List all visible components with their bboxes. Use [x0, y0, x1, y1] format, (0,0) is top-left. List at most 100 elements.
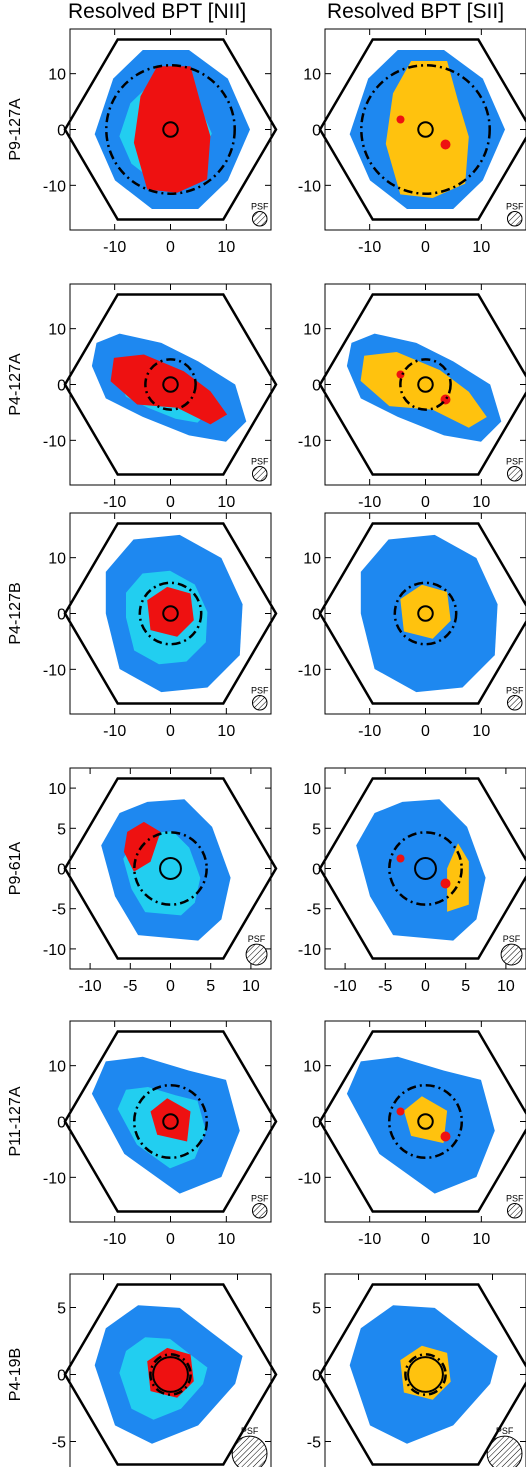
panel-2: -10 0 10 -10 0 10 PSF	[298, 28, 526, 256]
x-tick-label: 10	[217, 723, 235, 740]
hexagon-footprint	[63, 1283, 278, 1466]
x-tick-label: 10	[217, 239, 235, 256]
x-tick-label: 0	[421, 723, 430, 740]
psf-label: PSF	[496, 1426, 514, 1436]
x-tick-label: 0	[166, 723, 175, 740]
region-agn	[147, 586, 194, 637]
y-tick-label: 0	[312, 1115, 321, 1132]
y-tick-label: 0	[312, 862, 321, 879]
x-tick-label: -10	[358, 494, 381, 511]
y-tick-label: 0	[57, 123, 66, 140]
y-tick-label: -10	[298, 1170, 321, 1187]
x-tick-label: 10	[217, 1231, 235, 1248]
x-tick-label: -10	[103, 1231, 126, 1248]
x-tick-label: 10	[217, 494, 235, 511]
dashdot-circle	[360, 64, 491, 195]
y-tick-label: -5	[307, 902, 321, 919]
x-tick-label: -10	[358, 1231, 381, 1248]
hexagon-footprint	[63, 293, 278, 476]
y-tick-label: 0	[57, 378, 66, 395]
region-agn-spot	[440, 1131, 451, 1142]
psf-marker	[245, 943, 268, 966]
x-tick-label: 10	[472, 723, 490, 740]
region-agn	[133, 66, 211, 193]
y-tick-label: -10	[298, 433, 321, 450]
y-tick-label: -10	[43, 662, 66, 679]
psf-label: PSF	[251, 201, 269, 211]
y-tick-label: 0	[57, 1115, 66, 1132]
region-agn	[447, 843, 469, 912]
psf-marker	[506, 210, 523, 227]
panel-9: -10 0 10 -10 0 10 P11-127A PSF	[7, 1020, 278, 1248]
panel-3: -10 0 10 -10 0 10 P4-127A PSF	[7, 283, 278, 511]
y-tick-label: 10	[303, 67, 321, 84]
x-tick-label: 0	[421, 1231, 430, 1248]
y-tick-label: 10	[303, 551, 321, 568]
psf-label: PSF	[241, 1426, 259, 1436]
center-circle	[162, 121, 179, 138]
hexagon-footprint	[318, 1030, 526, 1213]
hexagon-footprint	[318, 522, 526, 705]
region-agn	[150, 1098, 191, 1142]
region-agn	[403, 1096, 448, 1144]
center-circle	[152, 1356, 189, 1393]
row-label: P11-127A	[7, 1086, 24, 1156]
hexagon-footprint	[63, 38, 278, 221]
hexagon-footprint	[318, 1283, 526, 1466]
y-tick-label: -5	[307, 1435, 321, 1452]
dashdot-circle	[393, 581, 458, 646]
y-tick-label: 5	[57, 821, 66, 838]
x-tick-label: 10	[242, 978, 260, 995]
center-circle	[162, 605, 179, 622]
region-agn	[110, 354, 228, 425]
center-circle	[417, 1113, 434, 1130]
hexagon-footprint	[63, 777, 278, 960]
dashdot-circle	[388, 831, 463, 906]
x-tick-label: 0	[166, 239, 175, 256]
x-tick-label: 0	[166, 1231, 175, 1248]
x-tick-label: -10	[79, 978, 102, 995]
row-label: P4-127B	[7, 582, 24, 644]
panel-6: -10 0 10 -10 0 10 PSF	[298, 512, 526, 740]
x-tick-label: 0	[166, 494, 175, 511]
dashdot-circle	[404, 1353, 447, 1396]
panel-7: -10 -5 0 5 10 -10 -5 0 5 10 P9-61A PSF	[7, 767, 278, 995]
y-tick-label: 10	[303, 781, 321, 798]
psf-marker	[251, 694, 268, 711]
dashdot-circle	[149, 1353, 192, 1396]
y-tick-label: -10	[43, 942, 66, 959]
center-circle	[159, 857, 182, 880]
dashdot-circle	[105, 64, 236, 195]
row-label: P9-127A	[7, 98, 24, 161]
x-tick-label: 10	[472, 239, 490, 256]
panel-10: -10 0 10 -10 0 10 PSF	[298, 1020, 526, 1248]
center-circle	[414, 857, 437, 880]
y-tick-label: 0	[312, 1368, 321, 1385]
y-tick-label: 10	[48, 1059, 66, 1076]
y-tick-label: -10	[298, 942, 321, 959]
row-label: P4-127A	[7, 353, 24, 416]
region-agn	[385, 61, 469, 198]
y-tick-label: 0	[312, 378, 321, 395]
dashdot-circle	[144, 358, 197, 411]
column-title-sii: Resolved BPT [SII]	[327, 0, 505, 23]
y-tick-label: 0	[312, 123, 321, 140]
panel-1: -10 0 10 -10 0 10 P9-127A PSF	[7, 28, 278, 256]
column-title-nii: Resolved BPT [NII]	[68, 0, 247, 23]
y-tick-label: -10	[298, 662, 321, 679]
row-label: P4-19B	[7, 1348, 24, 1401]
y-tick-label: 5	[57, 1301, 66, 1318]
dashdot-circle	[387, 1083, 464, 1160]
y-tick-label: -10	[43, 1170, 66, 1187]
y-tick-label: -10	[43, 433, 66, 450]
x-tick-label: -10	[334, 978, 357, 995]
x-tick-label: -10	[358, 239, 381, 256]
x-tick-label: -10	[103, 723, 126, 740]
x-tick-label: 10	[497, 978, 515, 995]
psf-label: PSF	[506, 456, 524, 466]
psf-label: PSF	[503, 934, 521, 944]
region-agn-spot	[396, 1107, 405, 1116]
region-agn	[360, 352, 487, 428]
